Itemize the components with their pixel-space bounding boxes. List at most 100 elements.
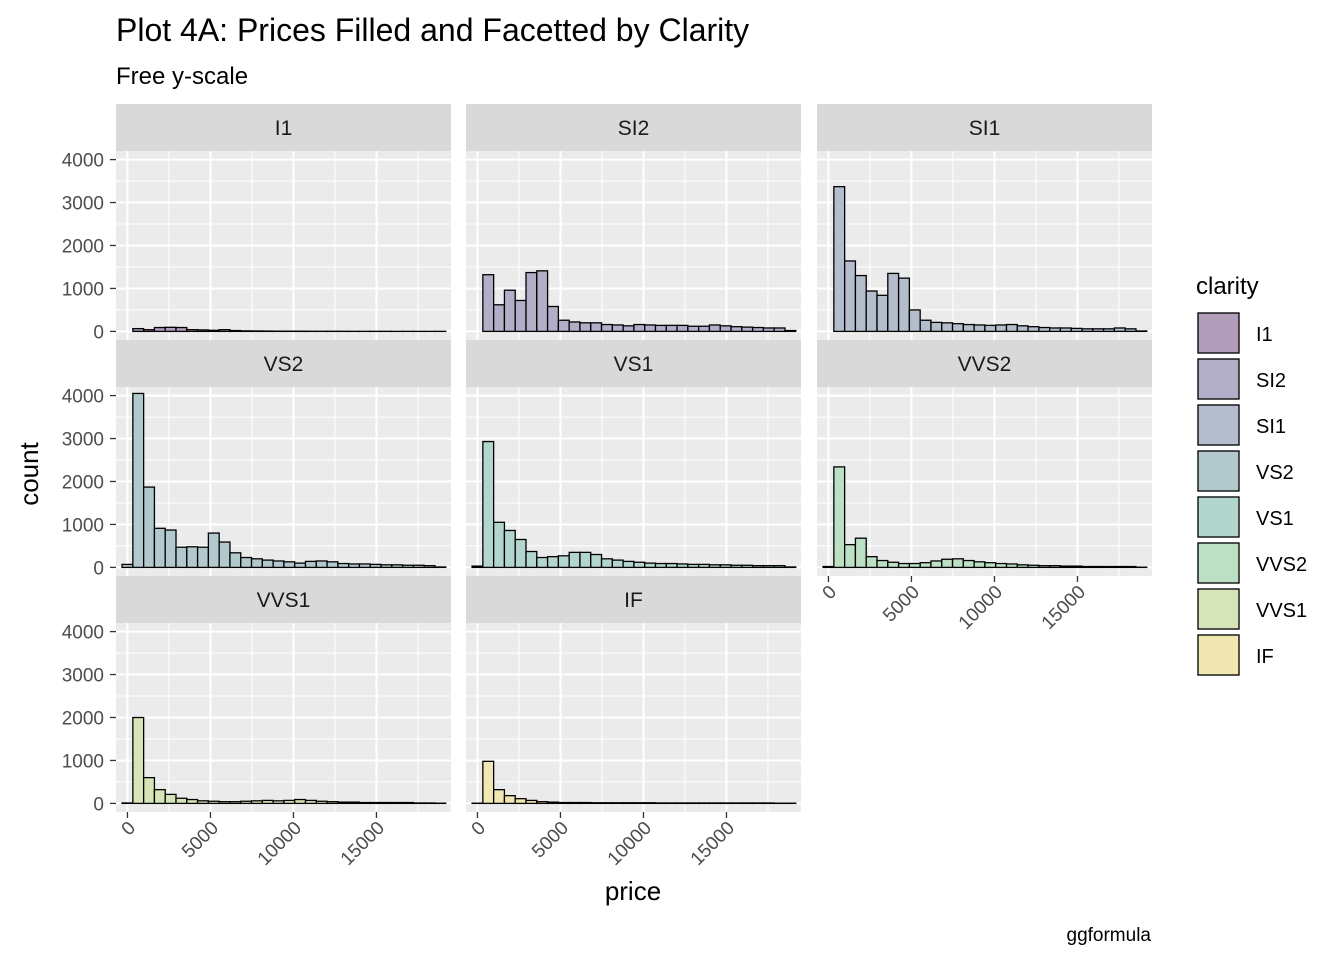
histogram-bar-vs1: [676, 563, 689, 569]
facet-i1: I1 0 1000 2000 3000 4000: [62, 104, 451, 343]
histogram-bar-si2: [665, 324, 678, 333]
histogram-bar-si2: [503, 289, 516, 333]
histogram-bar-i1: [186, 329, 199, 333]
histogram-bar-vs1: [730, 564, 743, 569]
histogram-bar-vvs2: [995, 562, 1008, 569]
histogram-bar-vs2: [261, 559, 274, 569]
strip-label-if: IF: [624, 589, 643, 612]
facet-vs2: VS2 0 1000 2000 3000 4000: [62, 340, 451, 579]
histogram-bar-vvs1: [337, 801, 350, 805]
histogram-bar-si1: [876, 294, 889, 333]
histogram-bar-if: [611, 802, 624, 805]
histogram-bar-si1: [1102, 328, 1116, 333]
legend-label-vs1: VS1: [1256, 508, 1294, 530]
histogram-bar-vvs2: [822, 565, 835, 569]
histogram-bar-i1: [153, 326, 166, 333]
histogram-bar-vvs1: [132, 716, 145, 805]
histogram-bar-vvs2: [833, 466, 846, 569]
legend-label-si2: SI2: [1256, 370, 1286, 392]
histogram-bar-si1: [995, 324, 1008, 333]
histogram-bar-si1: [897, 277, 911, 333]
y-tick-label: 2000: [62, 709, 104, 730]
histogram-bar-vs1: [644, 562, 657, 569]
histogram-bar-i1: [175, 326, 188, 333]
histogram-bar-si1: [865, 290, 878, 333]
x-axis-title: price: [605, 876, 661, 906]
strip-si2: [466, 104, 801, 151]
strip-label-i1: I1: [275, 117, 293, 140]
strip-if: [466, 576, 801, 623]
histogram-bar-vvs2: [1092, 565, 1105, 569]
histogram-bar-vvs2: [865, 556, 878, 569]
histogram-bar-vs2: [142, 486, 156, 569]
histogram-bar-vs2: [401, 564, 415, 569]
chart-caption: ggformula: [1067, 925, 1152, 946]
legend-swatch-vvs1: [1197, 588, 1240, 630]
histogram-bar-vs1: [773, 565, 786, 569]
histogram-bar-si2: [633, 323, 646, 333]
strip-vs2: [116, 340, 451, 387]
histogram-bar-vs1: [557, 555, 570, 569]
strip-label-si1: SI1: [969, 117, 1001, 140]
histogram-bar-si2: [525, 271, 538, 333]
histogram-bar-vvs1: [261, 799, 274, 805]
y-tick-label: 1000: [62, 751, 104, 772]
histogram-bar-if: [568, 801, 581, 805]
histogram-bar-vs2: [358, 563, 371, 569]
histogram-bar-si2: [622, 325, 635, 333]
histogram-bar-vs1: [514, 538, 527, 569]
histogram-bar-si2: [514, 299, 527, 333]
histogram-bar-vs2: [218, 541, 231, 569]
histogram-bar-vvs1: [380, 801, 393, 805]
histogram-bar-vs1: [719, 564, 732, 569]
histogram-bar-vvs2: [843, 543, 857, 569]
strip-label-si2: SI2: [618, 117, 650, 140]
histogram-bar-vvs2: [876, 559, 889, 569]
histogram-bar-vvs2: [962, 559, 975, 569]
strip-vvs2: [817, 340, 1152, 387]
histogram-bar-vs2: [369, 563, 382, 569]
histogram-bar-vs2: [294, 562, 307, 569]
histogram-bar-si1: [1092, 328, 1105, 333]
histogram-bar-vvs1: [240, 800, 253, 805]
y-tick-label: 3000: [62, 430, 104, 451]
histogram-bar-vvs2: [908, 562, 921, 569]
histogram-bar-vs2: [272, 560, 285, 569]
legend-swatch-i1: [1197, 312, 1240, 354]
histogram-bar-vvs1: [358, 801, 371, 805]
histogram-bar-if: [590, 802, 603, 805]
histogram-bar-si2: [751, 326, 765, 333]
histogram-bar-vvs2: [973, 561, 986, 569]
histogram-bar-vvs1: [153, 789, 166, 805]
histogram-bar-si1: [951, 323, 964, 333]
histogram-bar-i1: [164, 326, 177, 333]
histogram-bar-vvs2: [1038, 565, 1051, 569]
histogram-bar-vs1: [492, 521, 506, 569]
histogram-bar-if: [503, 795, 516, 805]
histogram-bar-vvs2: [1016, 564, 1029, 569]
histogram-bar-vvs1: [175, 797, 188, 805]
histogram-bar-vs2: [240, 556, 253, 569]
histogram-bar-si2: [568, 321, 581, 333]
legend-label-i1: I1: [1256, 324, 1273, 346]
histogram-bar-si1: [833, 186, 846, 333]
histogram-bar-si2: [557, 319, 570, 333]
histogram-bar-if: [557, 801, 570, 805]
chart-title: Plot 4A: Prices Filled and Facetted by C…: [116, 12, 749, 48]
histogram-bar-vvs1: [369, 801, 382, 805]
histogram-bar-si2: [579, 322, 592, 333]
y-tick-label: 0: [93, 322, 104, 343]
histogram-bar-vs1: [471, 565, 484, 569]
histogram-bar-vvs1: [186, 798, 199, 805]
y-tick-label: 4000: [62, 387, 104, 408]
y-tick-label: 4000: [62, 151, 104, 172]
facet-si1: SI1: [817, 104, 1152, 340]
histogram-bar-si2: [611, 324, 624, 333]
histogram-bar-i1: [229, 329, 242, 333]
legend: clarity I1 SI2 SI1 VS2 VS1 VVS2 VVS1 IF: [1196, 273, 1307, 676]
legend-label-vs2: VS2: [1256, 462, 1294, 484]
histogram-bar-si1: [1016, 325, 1029, 333]
histogram-bar-if: [622, 802, 635, 805]
histogram-bar-vvs2: [1005, 563, 1018, 569]
histogram-bar-vs2: [164, 529, 177, 569]
